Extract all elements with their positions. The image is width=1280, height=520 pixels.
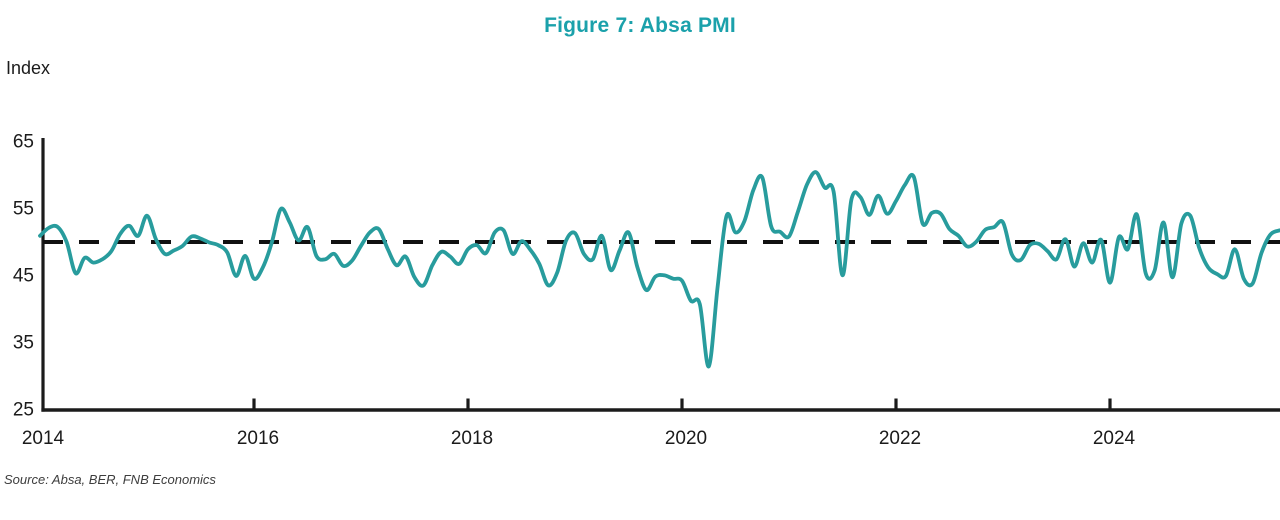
chart-title: Figure 7: Absa PMI xyxy=(544,14,736,37)
x-axis-tick-label: 2022 xyxy=(878,428,922,449)
pmi-series-line xyxy=(38,170,1280,369)
x-axis-tick-label: 2016 xyxy=(236,428,280,449)
y-axis-tick-label: 55 xyxy=(12,198,34,220)
x-axis-tick-label: 2014 xyxy=(21,428,65,449)
y-axis-tick-label: 25 xyxy=(12,399,34,421)
y-axis-tick-label: 45 xyxy=(12,265,34,287)
y-axis-tick-label: 35 xyxy=(12,332,34,354)
x-axis-tick-label: 2024 xyxy=(1092,428,1136,449)
x-axis-ticks xyxy=(252,398,1112,410)
x-axis-tick-label: 2020 xyxy=(664,428,708,449)
x-axis-tick-label: 2018 xyxy=(450,428,494,449)
y-axis-title: Index xyxy=(6,58,51,78)
y-axis-tick-label: 65 xyxy=(12,131,34,153)
source-note: Source: Absa, BER, FNB Economics xyxy=(4,472,216,487)
